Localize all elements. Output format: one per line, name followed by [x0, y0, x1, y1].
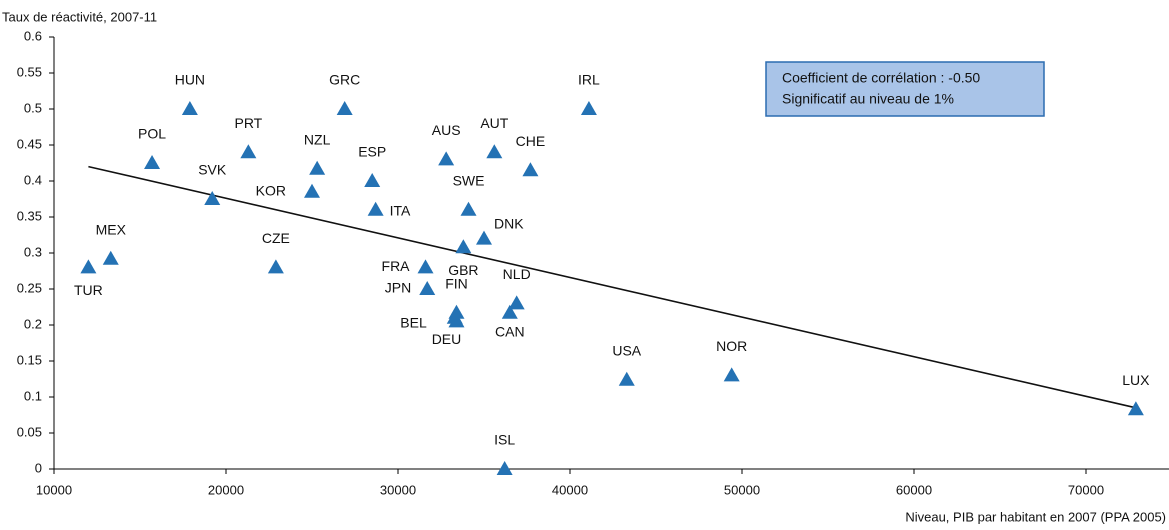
marker [336, 101, 353, 115]
marker [522, 162, 539, 177]
x-tick-label: 50000 [724, 482, 760, 497]
marker [304, 183, 320, 198]
marker [438, 151, 455, 166]
marker [618, 371, 635, 386]
point-label: NLD [503, 266, 531, 282]
point-label: FRA [382, 258, 411, 274]
point-label: ITA [390, 203, 411, 219]
marker [309, 160, 326, 175]
y-tick-label: 0.4 [24, 172, 42, 187]
point-label: TUR [74, 282, 103, 298]
point-label: ESP [358, 144, 386, 160]
marker [723, 367, 740, 382]
point-label: AUT [480, 115, 508, 131]
point-label: MEX [96, 221, 127, 237]
x-tick-label: 20000 [208, 482, 244, 497]
y-tick-label: 0.25 [17, 280, 42, 295]
point-label: BEL [400, 315, 427, 331]
point-label: SVK [198, 162, 227, 178]
marker [204, 191, 221, 205]
annotation: Significatif au niveau de 1% [782, 91, 954, 107]
x-tick-label: 10000 [36, 482, 72, 497]
marker [267, 259, 284, 274]
marker [1127, 401, 1144, 416]
marker [144, 155, 161, 169]
y-tick-label: 0.35 [17, 208, 42, 223]
point-label: AUS [432, 122, 461, 138]
point-label: IRL [578, 72, 600, 88]
marker [508, 295, 525, 310]
point-label: CHE [516, 133, 546, 149]
point-label: LUX [1122, 372, 1150, 388]
point-label: JPN [385, 280, 411, 296]
point-label: SWE [453, 173, 485, 189]
marker [367, 201, 384, 216]
marker [80, 259, 97, 274]
marker [364, 173, 381, 187]
x-tick-label: 30000 [380, 482, 416, 497]
point-label: NOR [716, 338, 747, 354]
marker [580, 101, 597, 115]
marker [181, 101, 198, 115]
point-label: ISL [494, 432, 515, 448]
x-tick-label: 40000 [552, 482, 588, 497]
point-label: GBR [448, 262, 478, 278]
marker [501, 304, 518, 319]
point-label: GRC [329, 72, 360, 88]
marker [455, 239, 472, 254]
point-label: CAN [495, 323, 525, 339]
point-label: HUN [175, 72, 205, 88]
marker [240, 144, 257, 159]
point-label: FIN [445, 275, 468, 291]
y-tick-label: 0.45 [17, 136, 42, 151]
point-label: DEU [432, 331, 462, 347]
point-label: POL [138, 126, 166, 142]
marker [448, 313, 465, 328]
point-label: KOR [256, 183, 286, 199]
y-tick-label: 0.05 [17, 424, 42, 439]
marker [476, 230, 492, 245]
trend-line [88, 165, 1137, 409]
point-label: NZL [304, 131, 331, 147]
point-label: CZE [262, 230, 290, 246]
y-axis-label: Taux de réactivité, 2007-11 [2, 9, 157, 24]
y-tick-label: 0.3 [24, 244, 42, 259]
point-label: USA [612, 342, 641, 358]
y-tick-label: 0.5 [24, 100, 42, 115]
x-tick-label: 60000 [896, 482, 932, 497]
marker [417, 259, 434, 274]
point-label: DNK [494, 215, 524, 231]
y-tick-label: 0.2 [24, 316, 42, 331]
marker [486, 144, 503, 159]
y-tick-label: 0.1 [24, 388, 42, 403]
marker [419, 281, 436, 295]
marker [102, 250, 119, 265]
x-axis-label: Niveau, PIB par habitant en 2007 (PPA 20… [905, 509, 1166, 524]
y-tick-label: 0.6 [24, 28, 42, 43]
point-label: PRT [234, 115, 262, 131]
marker [496, 461, 513, 475]
annotation: Coefficient de corrélation : -0.50 [782, 70, 980, 86]
marker [460, 201, 477, 216]
y-tick-label: 0 [35, 460, 42, 475]
y-tick-label: 0.15 [17, 352, 42, 367]
annotation-box [765, 61, 1045, 117]
x-tick-label: 70000 [1068, 482, 1104, 497]
y-tick-label: 0.55 [17, 64, 42, 79]
